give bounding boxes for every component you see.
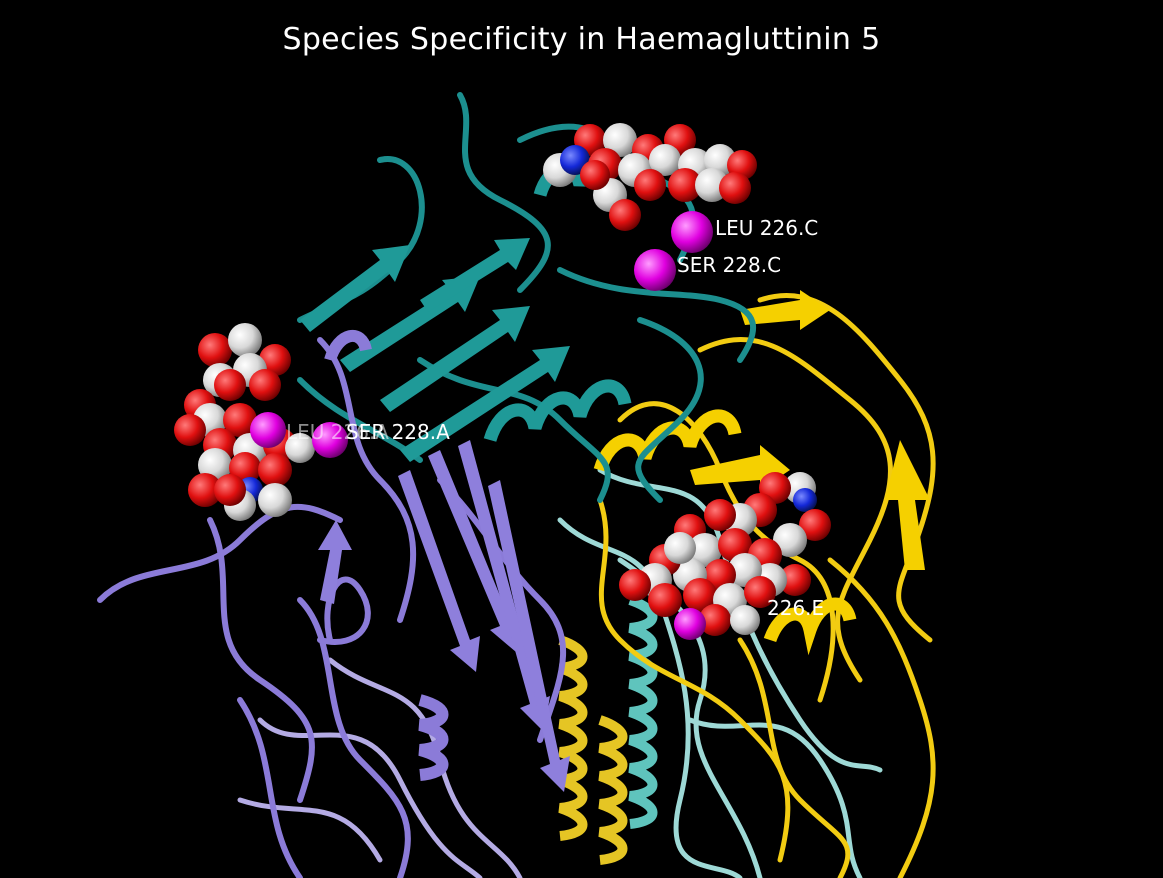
- oxygen-atom: [779, 564, 811, 596]
- marker-leu-226-e: [674, 608, 706, 640]
- marker-ser-228-a: [312, 422, 348, 458]
- glycan-spheres-left: [174, 323, 315, 521]
- carbon-atom: [730, 605, 760, 635]
- page-title: Species Specificity in Haemagluttinin 5: [282, 22, 881, 57]
- oxygen-atom: [619, 569, 651, 601]
- label-ser-228-a: SER 228.A: [346, 420, 450, 444]
- marker-ser-228-c: [634, 249, 676, 291]
- oxygen-atom: [683, 578, 717, 612]
- carbon-atom: [228, 323, 262, 357]
- oxygen-atom: [704, 499, 736, 531]
- helix-yellow-lower: [558, 635, 628, 865]
- helix-purple: [324, 329, 449, 781]
- oxygen-atom: [223, 403, 257, 437]
- carbon-atom: [258, 483, 292, 517]
- oxygen-atom: [174, 414, 206, 446]
- label-leu-226-a: LEU 226.A: [286, 420, 389, 444]
- glycan-spheres-right: [619, 472, 831, 636]
- carbon-atom: [688, 533, 722, 567]
- oxygen-atom: [744, 576, 776, 608]
- carbon-atom: [773, 523, 807, 557]
- oxygen-atom: [249, 369, 281, 401]
- oxygen-atom: [259, 344, 291, 376]
- label-ser-228-c: SER 228.C: [677, 253, 782, 277]
- oxygen-atom: [198, 333, 232, 367]
- carbon-atom: [664, 532, 696, 564]
- carbon-atom: [285, 433, 315, 463]
- oxygen-atom: [214, 369, 246, 401]
- oxygen-atom: [580, 160, 610, 190]
- marker-leu-226-a: [250, 412, 286, 448]
- strand-yellow: [690, 290, 930, 570]
- strand-purple: [318, 440, 570, 792]
- carbon-atom: [603, 123, 637, 157]
- oxygen-atom: [214, 474, 246, 506]
- strand-teal: [300, 238, 570, 462]
- oxygen-atom: [668, 168, 702, 202]
- oxygen-atom: [799, 509, 831, 541]
- nitrogen-atom: [793, 488, 817, 512]
- label-leu-226-c: LEU 226.C: [715, 216, 819, 240]
- oxygen-atom: [634, 169, 666, 201]
- carbon-atom: [649, 144, 681, 176]
- helix-teal-lower: [628, 595, 658, 829]
- label-leu-226-e: 226.E: [767, 596, 825, 620]
- chain-purple: [97, 337, 566, 878]
- oxygen-atom: [258, 453, 292, 487]
- oxygen-atom: [699, 604, 731, 636]
- oxygen-atom: [719, 172, 751, 204]
- marker-leu-226-c: [671, 211, 713, 253]
- oxygen-atom: [648, 583, 682, 617]
- oxygen-atom: [188, 473, 222, 507]
- glycan-spheres-top: [543, 123, 757, 231]
- oxygen-atom: [609, 199, 641, 231]
